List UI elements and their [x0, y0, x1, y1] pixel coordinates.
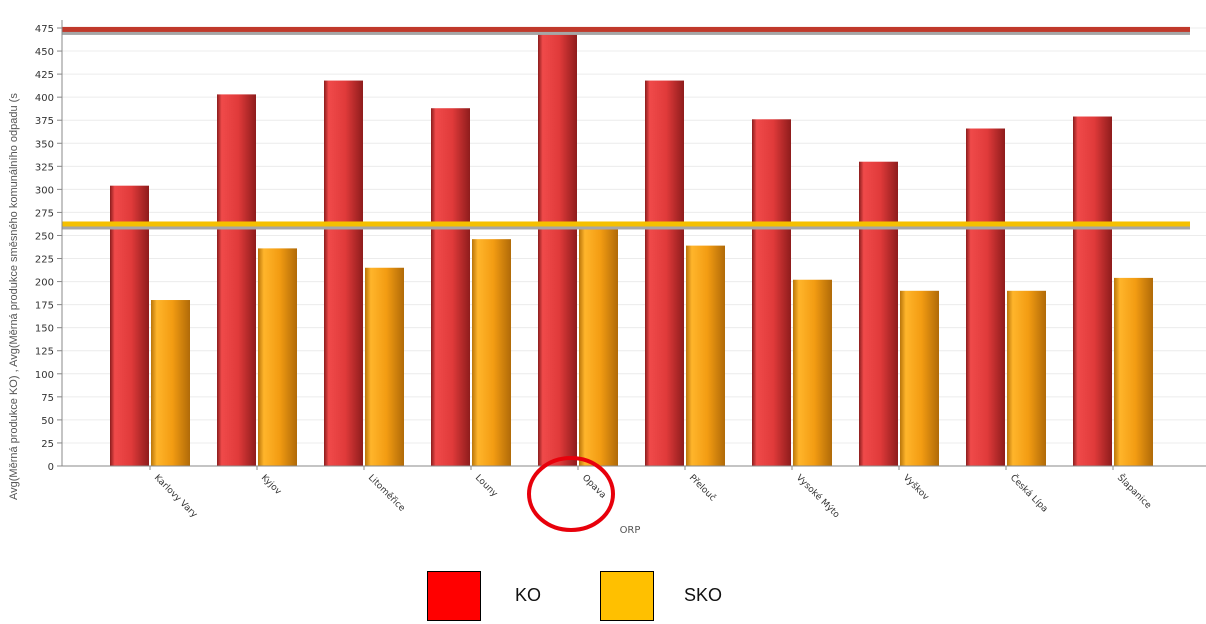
bar-sko — [258, 248, 297, 466]
legend-swatch-sko — [600, 571, 654, 621]
bar-ko — [431, 108, 470, 467]
y-tick-label: 250 — [35, 231, 54, 242]
reference-line-sko — [62, 221, 1190, 227]
y-tick-label: 275 — [35, 208, 54, 219]
y-tick-label: 325 — [35, 162, 54, 173]
y-tick-label: 350 — [35, 139, 54, 150]
y-tick-label: 425 — [35, 70, 54, 81]
bar-sko — [1007, 290, 1046, 466]
bar-ko — [645, 80, 684, 466]
y-axis-label: Avg(Měrná produkce KO) , Avg(Měrná produ… — [8, 93, 20, 500]
bar-ko — [324, 80, 363, 466]
x-tick-label: Vysoké Mýto — [794, 472, 842, 520]
y-tick-label: 150 — [35, 324, 54, 335]
bar-ko — [538, 33, 577, 467]
y-tick-label: 400 — [35, 93, 54, 104]
y-tick-label: 375 — [35, 116, 54, 127]
bar-ko — [966, 128, 1005, 467]
x-tick-label: Louny — [473, 473, 500, 500]
bar-chart: 0 25 50 75 100 125 150 175 200 225 250 275 300 325 350… — [8, 20, 1206, 536]
legend: KO SKO — [427, 571, 747, 623]
legend-swatch-ko — [427, 571, 481, 621]
x-tick-label: Šlapanice — [1115, 472, 1155, 512]
legend-label-sko: SKO — [684, 585, 723, 605]
x-axis: Karlovy Vary Kyjov Litoměřice Louny Opava Pře… — [62, 465, 1206, 521]
reference-line-ko — [62, 26, 1190, 32]
bar-sko — [1114, 277, 1153, 466]
bar-ko — [110, 185, 149, 466]
x-tick-label: Kyjov — [259, 473, 283, 497]
legend-label-ko: KO — [515, 585, 542, 605]
x-tick-label: Litoměřice — [366, 473, 407, 514]
y-tick-label: 475 — [35, 24, 54, 35]
x-tick-label: Opava — [580, 473, 608, 501]
bar-sko — [151, 300, 190, 466]
y-tick-label: 100 — [35, 370, 54, 381]
y-tick-label: 300 — [35, 185, 54, 196]
bar-ko — [859, 161, 898, 466]
x-tick-label: Česká Lípa — [1008, 472, 1051, 515]
highlight-circle — [527, 456, 615, 532]
bar-sko — [365, 267, 404, 466]
bar-sko — [793, 279, 832, 466]
y-axis: 0 25 50 75 100 125 150 175 200 225 250 275 300 325 350… — [35, 20, 63, 473]
y-tick-label: 175 — [35, 301, 54, 312]
y-tick-label: 50 — [41, 416, 54, 427]
x-tick-label: Vyškov — [901, 472, 932, 503]
bar-ko — [752, 119, 791, 466]
x-tick-label: Karlovy Vary — [152, 473, 199, 520]
reference-line-shadow — [62, 225, 1190, 230]
y-tick-label: 225 — [35, 255, 54, 266]
y-tick-label: 75 — [41, 393, 54, 404]
bar-sko — [900, 290, 939, 466]
x-axis-label: ORP — [620, 525, 641, 536]
bar-sko — [579, 229, 618, 466]
bar-ko — [217, 94, 256, 467]
y-tick-label: 200 — [35, 278, 54, 289]
y-tick-label: 125 — [35, 347, 54, 358]
bar-sko — [686, 245, 725, 466]
bar-ko — [1073, 116, 1112, 467]
bar-sko — [472, 239, 511, 466]
y-tick-label: 25 — [41, 439, 54, 450]
y-tick-label: 0 — [48, 462, 54, 473]
reference-line-shadow — [62, 30, 1190, 35]
reference-lines — [62, 26, 1190, 230]
x-tick-label: Přelouč — [687, 472, 718, 503]
y-tick-label: 450 — [35, 47, 54, 58]
bars — [110, 33, 1153, 467]
